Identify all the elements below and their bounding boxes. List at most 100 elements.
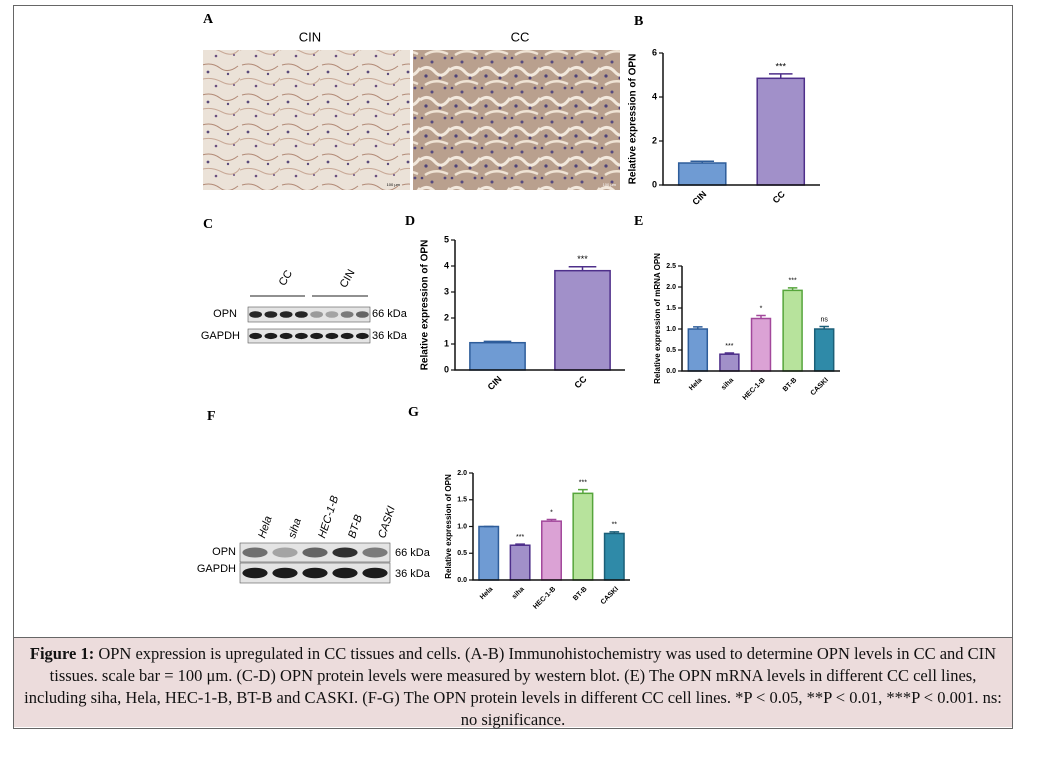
x-tick-label: CC (771, 189, 788, 206)
blot-band (249, 311, 263, 318)
significance-label: *** (577, 254, 588, 264)
x-tick-label: HEC-1-B (742, 377, 767, 402)
size-label: 36 kDa (395, 568, 431, 580)
axes (454, 240, 625, 371)
y-tick-label: 4 (652, 91, 657, 101)
blot-band (340, 332, 354, 340)
bar (677, 162, 727, 186)
axes (662, 53, 820, 186)
y-tick-label: 0 (444, 364, 449, 374)
y-tick-label: 2 (444, 312, 449, 322)
blot-band (242, 547, 268, 558)
bar (756, 77, 806, 186)
y-tick-label: 4 (444, 260, 449, 270)
panel-label: G (408, 405, 419, 420)
axes (472, 473, 630, 581)
y-axis-label: Relative expression of OPN (628, 54, 639, 185)
bar (554, 269, 611, 371)
y-tick-label: 2.0 (457, 470, 467, 477)
x-tick-label: CASKI (600, 586, 620, 606)
error-bar (483, 340, 512, 343)
y-tick-label: 1.5 (666, 305, 676, 312)
figure-frame (13, 5, 1013, 729)
row-label: GAPDH (197, 563, 236, 575)
y-tick-label: 0.5 (457, 550, 467, 557)
x-tick-label: CIN (486, 374, 504, 392)
error-bar (578, 488, 588, 494)
error-bar (690, 160, 715, 163)
error-bar (568, 266, 597, 271)
significance-label: *** (725, 343, 733, 350)
bar (603, 532, 625, 581)
blot-band (302, 547, 328, 558)
y-tick-label: 0.5 (666, 347, 676, 354)
error-bar (724, 352, 735, 355)
blot-band (362, 547, 388, 558)
caption-lead: Figure 1: (29, 644, 95, 663)
image-title: CIN (299, 29, 321, 44)
bar (687, 328, 709, 372)
y-axis-label: Relative expression of OPN (444, 474, 453, 579)
blot-strip (247, 306, 371, 323)
panel-label: F (207, 409, 216, 424)
significance-label: *** (775, 61, 786, 71)
significance-label: * (550, 509, 553, 516)
blot-band (264, 311, 278, 318)
error-bar (819, 325, 829, 329)
x-tick-label: siha (511, 586, 526, 601)
size-label: 66 kDa (372, 308, 408, 320)
error-bar (787, 287, 798, 291)
x-tick-label: CC (572, 374, 589, 391)
scale-label: 100 μm (603, 182, 617, 187)
blot-band (294, 332, 308, 340)
error-bar (756, 314, 766, 319)
blot-band (355, 332, 369, 340)
blot-band (325, 311, 339, 318)
row-label: OPN (212, 546, 236, 558)
y-tick-label: 1 (444, 338, 449, 348)
y-tick-label: 2 (652, 135, 657, 145)
y-tick-label: 1.5 (457, 497, 467, 504)
blot-band (242, 567, 268, 579)
bar (750, 317, 772, 372)
y-tick-label: 2.5 (666, 263, 676, 270)
y-axis-label: Relative expression of OPN (420, 240, 431, 371)
x-tick-label: CASKI (810, 377, 830, 397)
bar (478, 525, 500, 581)
caption-text: OPN expression is upregulated in CC tiss… (24, 644, 1002, 729)
blot-band (310, 332, 324, 340)
significance-label: *** (579, 479, 587, 486)
blot-band (302, 567, 328, 579)
y-tick-label: 1.0 (457, 523, 467, 530)
size-label: 36 kDa (372, 330, 408, 342)
bar (572, 492, 594, 581)
lane-label: Hela (256, 515, 274, 540)
significance-label: * (760, 305, 763, 312)
y-tick-label: 5 (444, 234, 449, 244)
blot-band (279, 311, 293, 318)
lane-label: BT-B (346, 513, 365, 540)
x-tick-label: BT-B (572, 586, 589, 603)
figure-caption: Figure 1: OPN expression is upregulated … (14, 637, 1012, 729)
scale-label: 100 μm (387, 182, 401, 187)
bar (469, 341, 526, 371)
y-axis-label: Relative expression of mRNA OPN (653, 253, 662, 384)
y-tick-label: 3 (444, 286, 449, 296)
y-tick-label: 0.0 (457, 577, 467, 584)
image-title: CC (511, 29, 530, 44)
significance-label: ** (612, 522, 618, 529)
blot-band (272, 547, 298, 558)
error-bar (546, 518, 557, 522)
figure-panels: A CIN CC 100 μm 100 μm C CC CIN OPN GAPD… (197, 12, 840, 611)
error-bar (609, 531, 620, 534)
y-tick-label: 0 (652, 179, 657, 189)
row-label: GAPDH (201, 330, 240, 342)
error-bar (768, 73, 793, 79)
blot-band (279, 332, 293, 340)
group-label: CIN (338, 267, 358, 289)
bar (541, 520, 562, 581)
y-tick-label: 2.0 (666, 284, 676, 291)
panel-label: A (203, 12, 214, 27)
